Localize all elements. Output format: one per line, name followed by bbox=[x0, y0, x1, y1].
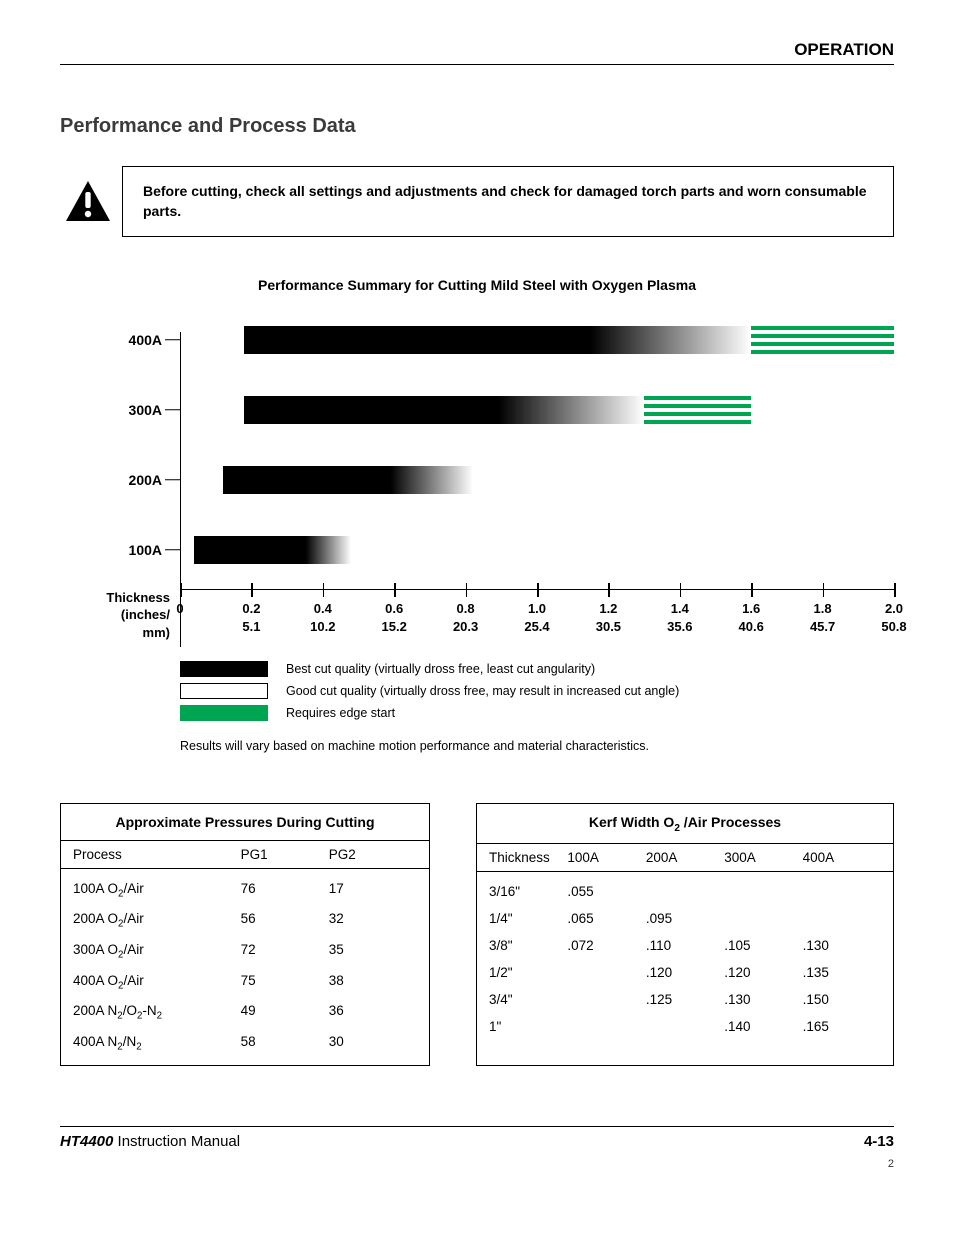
performance-chart: 400A 300A 200A 100A Thickness(inches/mm) 0 0… bbox=[60, 305, 894, 753]
table-row: 1/2".120.120.135 bbox=[477, 959, 893, 986]
page-footer: HT4400 Instruction Manual 4-13 bbox=[60, 1126, 894, 1150]
x-tick-10: 2.050.8 bbox=[881, 600, 906, 638]
swatch-best bbox=[180, 661, 268, 677]
legend-good: Good cut quality (virtually dross free, … bbox=[180, 683, 894, 699]
x-axis-label: Thickness(inches/mm) bbox=[60, 589, 180, 643]
x-tick-6: 1.230.5 bbox=[596, 600, 621, 638]
x-tick-3: 0.615.2 bbox=[382, 600, 407, 638]
y-label-400A: 400A bbox=[60, 332, 180, 348]
table-row: 100A O2/Air7617 bbox=[61, 875, 429, 906]
chart-row-300A: 300A bbox=[60, 375, 894, 445]
legend-edge: Requires edge start bbox=[180, 705, 894, 721]
y-label-300A: 300A bbox=[60, 402, 180, 418]
x-axis: 00.25.10.410.20.615.20.820.31.025.41.230… bbox=[180, 589, 894, 643]
kerf-table-head: Thickness 100A 200A 300A 400A bbox=[477, 844, 893, 872]
x-tick-1: 0.25.1 bbox=[242, 600, 260, 638]
pressures-table-head: Process PG1 PG2 bbox=[61, 841, 429, 869]
chart-row-100A: 100A bbox=[60, 515, 894, 585]
legend-edge-label: Requires edge start bbox=[286, 706, 395, 720]
legend-good-label: Good cut quality (virtually dross free, … bbox=[286, 684, 679, 698]
pressures-table-title: Approximate Pressures During Cutting bbox=[61, 804, 429, 841]
table-row: 400A N2/N25830 bbox=[61, 1028, 429, 1059]
table-row: 3/8".072.110.105.130 bbox=[477, 932, 893, 959]
bar-area-400A bbox=[180, 326, 894, 354]
footer-page: 4-13 bbox=[864, 1133, 894, 1150]
table-row: 3/16".055 bbox=[477, 878, 893, 905]
bar-area-300A bbox=[180, 396, 894, 424]
x-tick-8: 1.640.6 bbox=[739, 600, 764, 638]
chart-row-200A: 200A bbox=[60, 445, 894, 515]
page-title: Performance and Process Data bbox=[60, 115, 894, 138]
kerf-table-title: Kerf Width O2 /Air Processes bbox=[477, 804, 893, 845]
table-row: 200A O2/Air5632 bbox=[61, 905, 429, 936]
chart-title: Performance Summary for Cutting Mild Ste… bbox=[60, 277, 894, 293]
table-row: 3/4".125.130.150 bbox=[477, 986, 893, 1013]
warning-text: Before cutting, check all settings and a… bbox=[122, 166, 894, 237]
warning-icon bbox=[60, 166, 122, 237]
legend-best: Best cut quality (virtually dross free, … bbox=[180, 661, 894, 677]
table-row: 1".140.165 bbox=[477, 1013, 893, 1040]
footer-left: HT4400 Instruction Manual bbox=[60, 1133, 240, 1150]
swatch-edge bbox=[180, 705, 268, 721]
table-row: 400A O2/Air7538 bbox=[61, 967, 429, 998]
x-tick-7: 1.435.6 bbox=[667, 600, 692, 638]
kerf-table: Kerf Width O2 /Air Processes Thickness 1… bbox=[476, 803, 894, 1066]
y-label-100A: 100A bbox=[60, 542, 180, 558]
sheet-number: 2 bbox=[60, 1158, 894, 1170]
table-row: 1/4".065.095 bbox=[477, 905, 893, 932]
chart-row-400A: 400A bbox=[60, 305, 894, 375]
legend-best-label: Best cut quality (virtually dross free, … bbox=[286, 662, 595, 676]
warning-box: Before cutting, check all settings and a… bbox=[60, 166, 894, 237]
x-tick-2: 0.410.2 bbox=[310, 600, 335, 638]
tables-row: Approximate Pressures During Cutting Pro… bbox=[60, 803, 894, 1066]
table-row: 300A O2/Air7235 bbox=[61, 936, 429, 967]
pressures-table: Approximate Pressures During Cutting Pro… bbox=[60, 803, 430, 1066]
x-tick-4: 0.820.3 bbox=[453, 600, 478, 638]
table-row: 200A N2/O2-N24936 bbox=[61, 997, 429, 1028]
chart-legend: Best cut quality (virtually dross free, … bbox=[180, 661, 894, 721]
swatch-good bbox=[180, 683, 268, 699]
section-header: OPERATION bbox=[60, 40, 894, 65]
x-tick-0: 0 bbox=[176, 600, 183, 619]
x-tick-5: 1.025.4 bbox=[524, 600, 549, 638]
bar-area-200A bbox=[180, 466, 894, 494]
y-label-200A: 200A bbox=[60, 472, 180, 488]
bar-area-100A bbox=[180, 536, 894, 564]
x-tick-9: 1.845.7 bbox=[810, 600, 835, 638]
results-note: Results will vary based on machine motio… bbox=[180, 739, 894, 753]
